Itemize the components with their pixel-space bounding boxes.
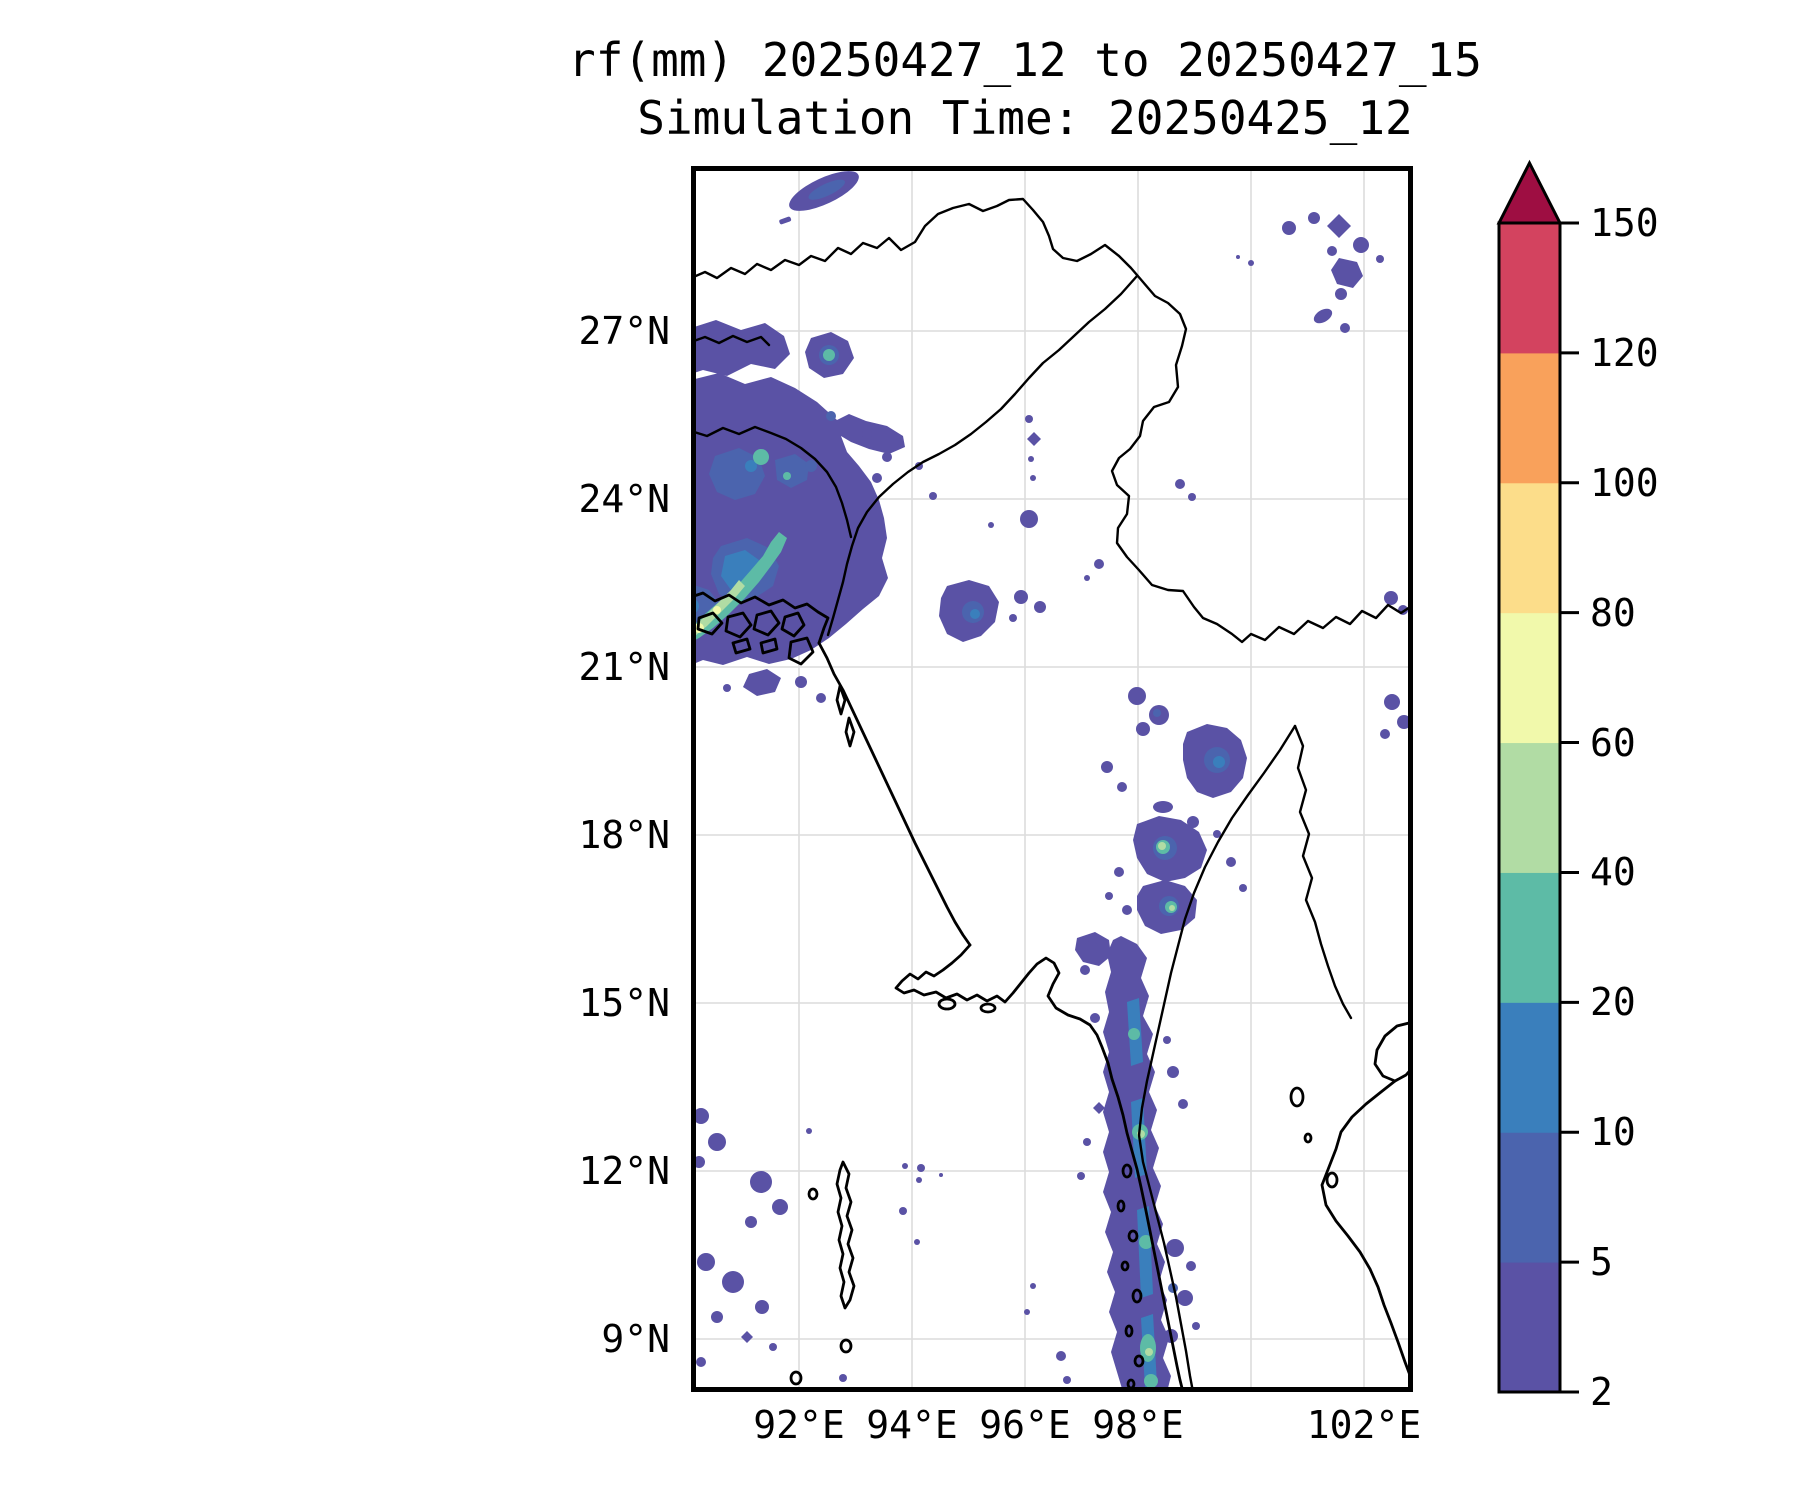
colorbar-tick-label: 100 — [1590, 460, 1659, 505]
x-tick-label: 92°E — [753, 1403, 845, 1447]
colorbar-tick-label: 150 — [1590, 201, 1659, 245]
y-tick-label: 21°N — [578, 645, 670, 689]
x-tick-label: 102°E — [1306, 1403, 1422, 1447]
plot-title-line1: rf(mm) 20250427_12 to 20250427_15 — [568, 33, 1482, 87]
colorbar-segment — [1499, 1261, 1560, 1393]
colorbar-segment — [1499, 742, 1560, 873]
colorbar-segment — [1499, 352, 1560, 484]
y-tick-label: 12°N — [578, 1149, 670, 1193]
x-tick-label: 96°E — [979, 1403, 1071, 1447]
y-tick-label: 27°N — [578, 309, 670, 353]
y-tick-label: 15°N — [578, 981, 670, 1025]
colorbar-segment — [1499, 222, 1560, 354]
colorbar-tick-label: 40 — [1590, 850, 1636, 895]
colorbar-tick-label: 5 — [1590, 1240, 1613, 1285]
x-tick-label: 94°E — [866, 1403, 958, 1447]
colorbar-tick-label: 20 — [1590, 980, 1636, 1025]
plot-title-line2: Simulation Time: 20250425_12 — [637, 91, 1413, 145]
x-tick-label: 98°E — [1092, 1403, 1184, 1447]
colorbar-tick-label: 10 — [1590, 1110, 1636, 1155]
colorbar-tick-label: 60 — [1590, 720, 1636, 765]
y-tick-label: 9°N — [601, 1317, 670, 1361]
colorbar-outline — [1497, 221, 1562, 1394]
coastlines — [691, 591, 1413, 1392]
colorbar-over-arrow — [1496, 159, 1563, 225]
map-frame — [691, 166, 1413, 1392]
country-borders — [691, 197, 1413, 1392]
colorbar-tick-label: 2 — [1590, 1370, 1613, 1414]
map-plot — [691, 166, 1413, 1392]
colorbar-tick-label: 120 — [1590, 330, 1659, 375]
map-gridlines — [691, 166, 1413, 1392]
y-tick-label: 18°N — [578, 813, 670, 857]
rainfall-contours — [691, 171, 1411, 1392]
colorbar-segment — [1499, 871, 1560, 1003]
colorbar-segment — [1499, 1131, 1560, 1263]
colorbar-segment — [1499, 1001, 1560, 1133]
colorbar-tick-label: 80 — [1590, 590, 1636, 635]
colorbar-segment — [1499, 612, 1560, 744]
y-tick-label: 24°N — [578, 477, 670, 521]
colorbar-segment — [1499, 482, 1560, 614]
